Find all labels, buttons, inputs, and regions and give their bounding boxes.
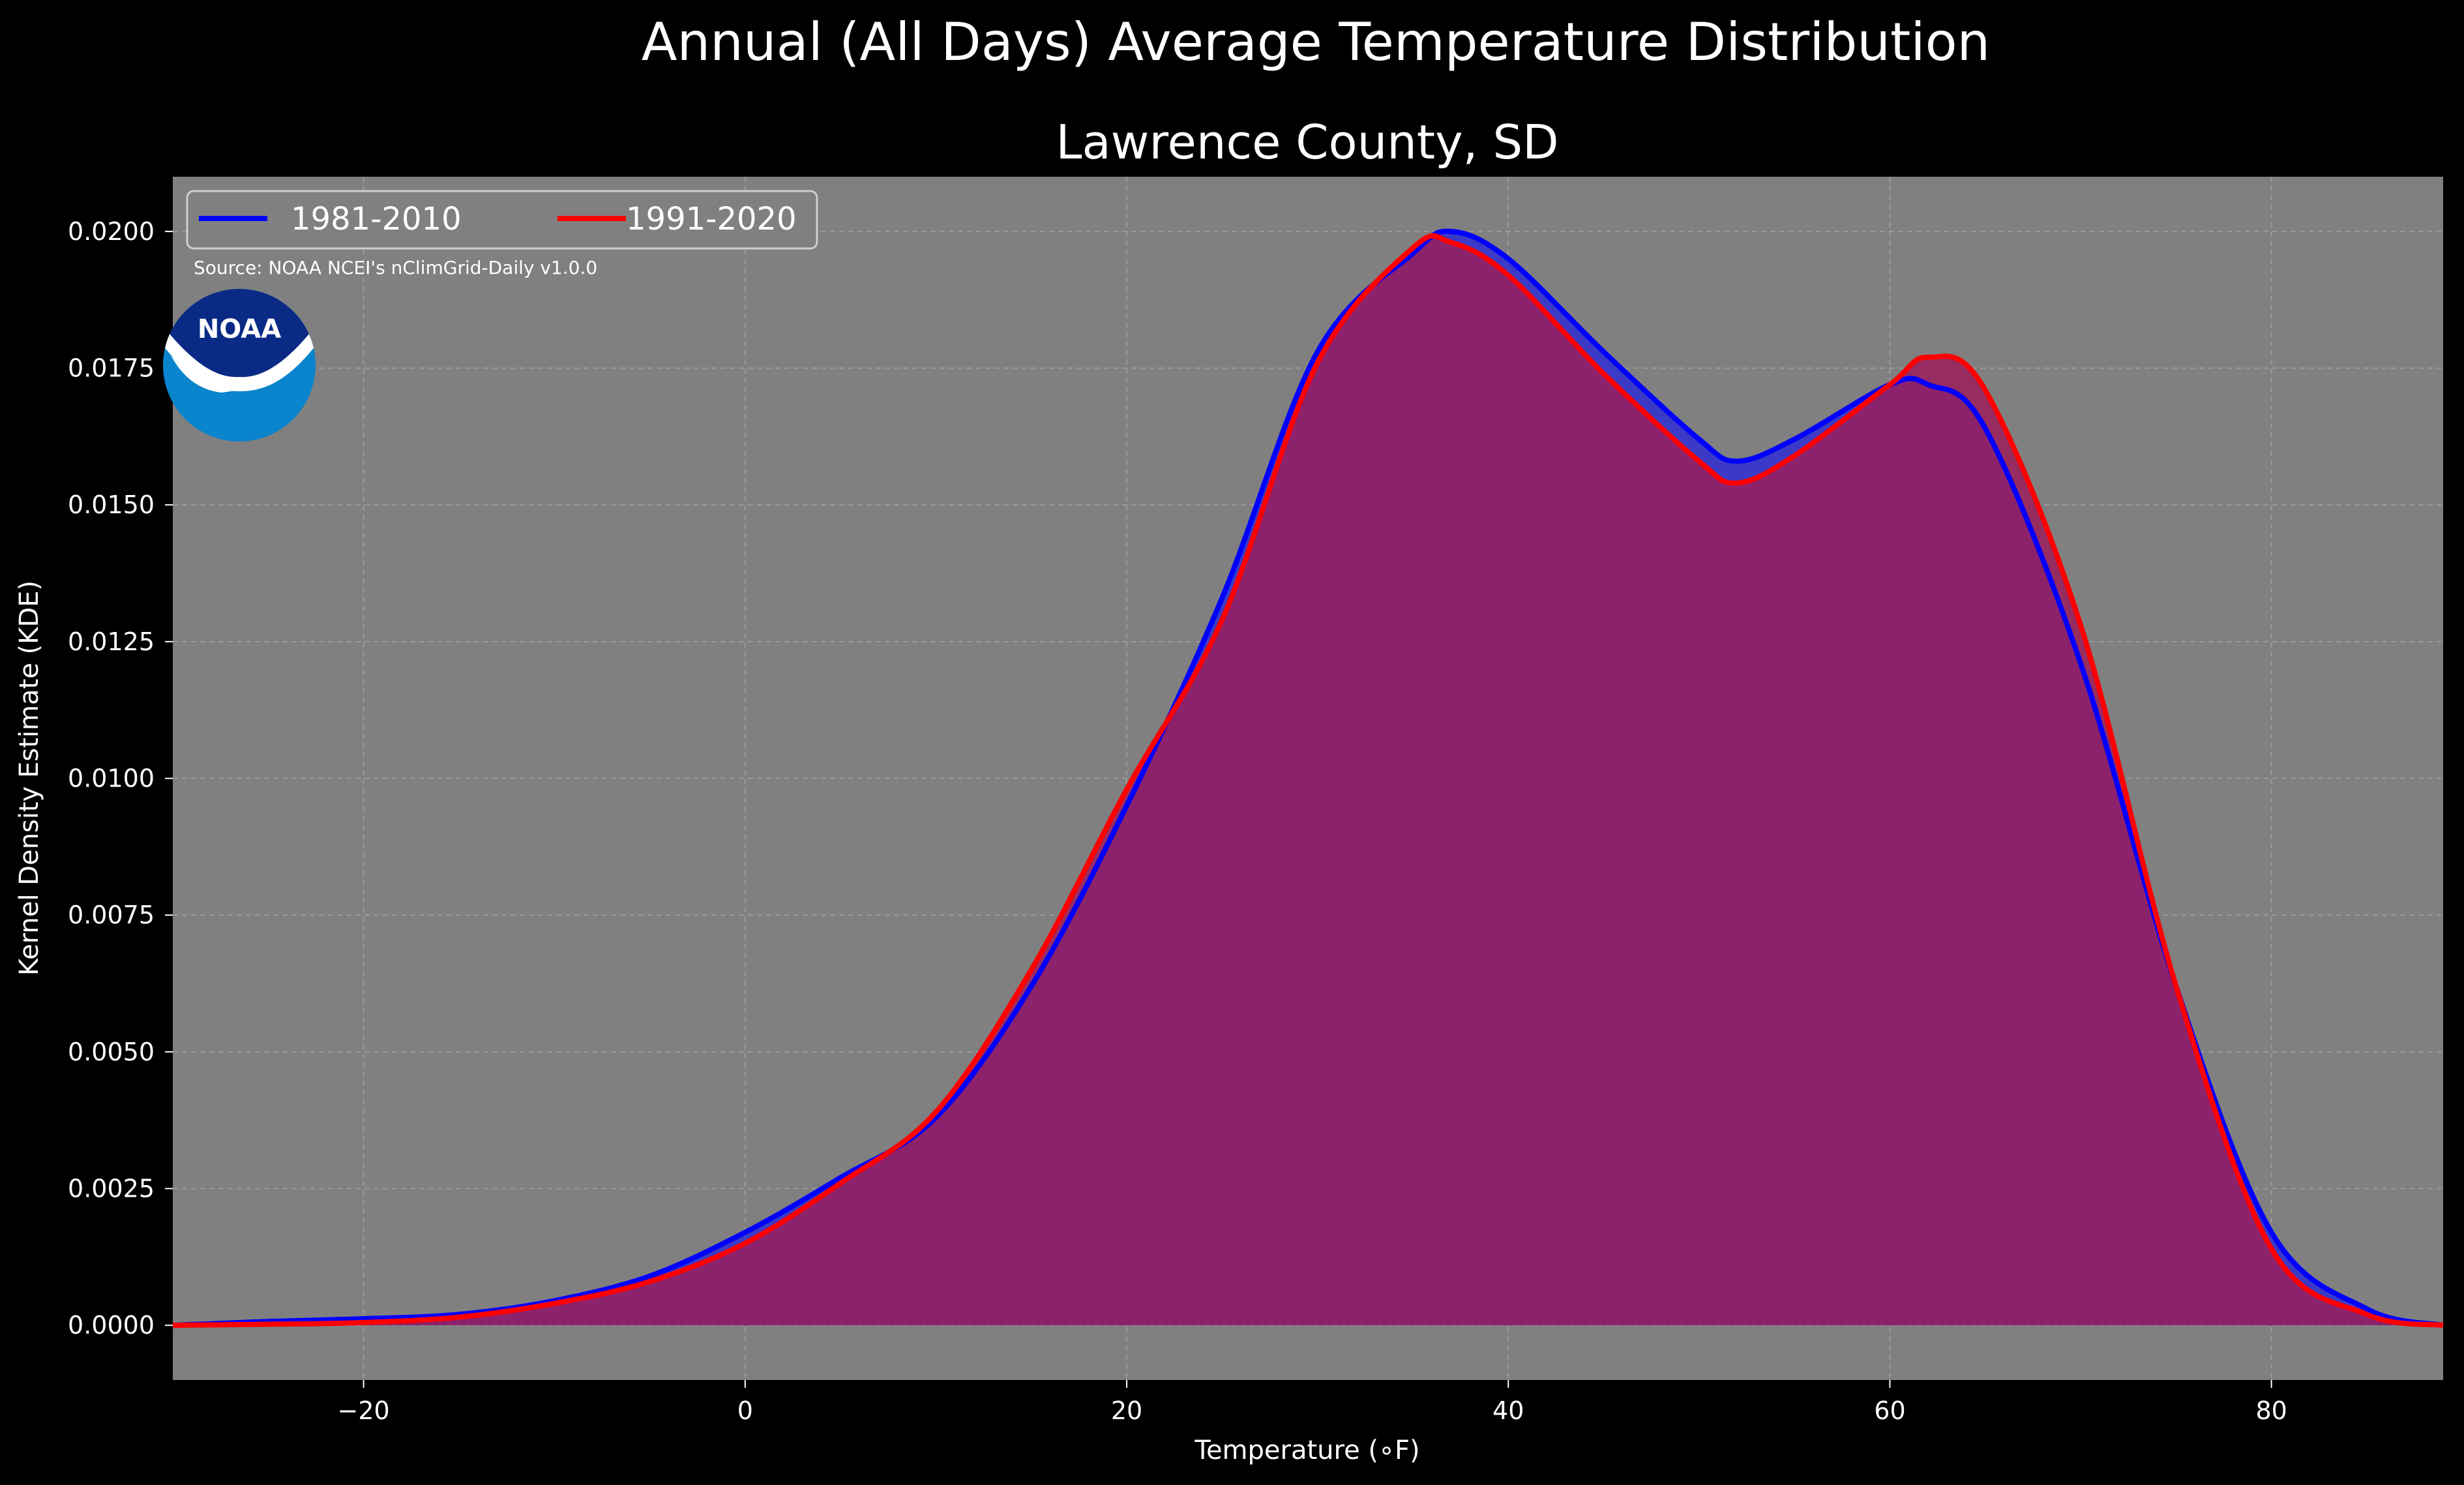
- legend: 1981-2010 1991-2020: [186, 190, 818, 250]
- noaa-logo-text: NOAA: [198, 314, 281, 344]
- x-axis-ticks: −20 0 20 40 60 80: [338, 1380, 2287, 1425]
- y-axis-ticks: 0.0000 0.0025 0.0050 0.0075 0.0100 0.0125 0.01…: [68, 217, 173, 1340]
- y-tick-label: 0.0000: [68, 1311, 155, 1340]
- line-1981-2010: [172, 228, 2444, 1328]
- y-tick-label: 0.0200: [68, 217, 155, 246]
- x-tick-label: 40: [1492, 1396, 1524, 1425]
- source-note: Source: NOAA NCEI's nClimGrid-Daily v1.0…: [194, 257, 597, 278]
- y-tick-label: 0.0150: [68, 490, 155, 519]
- y-tick-label: 0.0125: [68, 627, 155, 656]
- legend-label-1991-2020: 1991-2020: [626, 201, 797, 237]
- legend-box: [186, 190, 818, 250]
- x-tick-label: 20: [1111, 1396, 1142, 1425]
- chart-subtitle: Lawrence County, SD: [1056, 115, 1558, 170]
- chart-title: Annual (All Days) Average Temperature Di…: [642, 12, 1990, 72]
- density-fills: [173, 231, 2443, 1326]
- line-1991-2020: [172, 233, 2444, 1328]
- legend-label-1981-2010: 1981-2010: [291, 201, 462, 237]
- y-tick-label: 0.0175: [68, 354, 155, 383]
- x-tick-label: 0: [737, 1396, 753, 1425]
- y-tick-label: 0.0025: [68, 1174, 155, 1203]
- x-tick-label: 60: [1874, 1396, 1905, 1425]
- x-tick-label: −20: [338, 1396, 390, 1425]
- density-lines: [172, 228, 2444, 1328]
- y-tick-label: 0.0075: [68, 901, 155, 929]
- y-tick-label: 0.0100: [68, 764, 155, 793]
- area-1991-2020: [173, 235, 2443, 1326]
- y-tick-label: 0.0050: [68, 1038, 155, 1066]
- x-tick-label: 80: [2255, 1396, 2287, 1425]
- x-axis-label: Temperature (∘F): [1194, 1435, 1419, 1465]
- y-axis-label: Kernel Density Estimate (KDE): [14, 580, 44, 976]
- noaa-logo-icon: NOAA: [163, 289, 316, 442]
